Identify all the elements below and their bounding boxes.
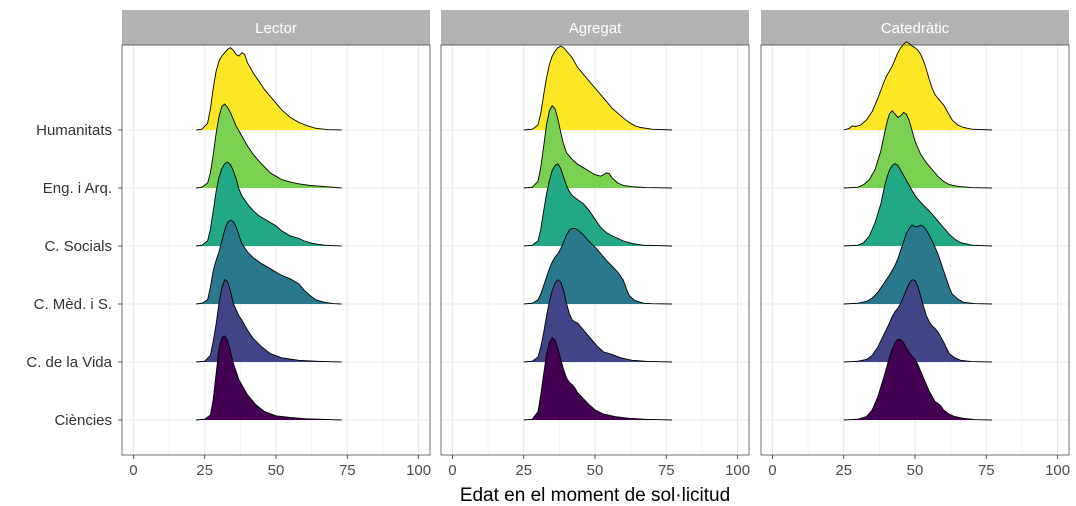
density-ridge-outline (196, 103, 342, 189)
density-ridge-outline (843, 41, 993, 131)
x-tick-label: 100 (725, 462, 750, 479)
x-tick-label: 50 (587, 462, 604, 479)
facet-title: Catedràtic (881, 20, 950, 37)
density-ridge-fill (523, 46, 672, 130)
density-ridge-outline (843, 224, 993, 305)
density-ridge-fill (843, 163, 992, 246)
density-ridge-outline (843, 279, 993, 363)
density-ridge-outline (843, 163, 993, 247)
x-tick-label: 25 (196, 462, 213, 479)
density-ridge-fill (196, 47, 342, 131)
density-ridge-outline (523, 279, 673, 363)
density-ridge-fill (843, 41, 992, 130)
density-ridge-fill (523, 105, 672, 188)
y-tick-label: C. de la Vida (26, 354, 112, 371)
density-ridge-outline (523, 227, 673, 305)
y-tick-label: Eng. i Arq. (43, 180, 112, 197)
y-tick-label: Humanitats (36, 122, 112, 139)
x-tick-label: 25 (515, 462, 532, 479)
density-ridge-outline (523, 163, 673, 247)
x-tick-label: 50 (268, 462, 285, 479)
x-tick-label: 100 (1045, 462, 1070, 479)
density-ridge-outline (196, 279, 342, 363)
x-tick-label: 0 (768, 462, 776, 479)
density-ridge-fill (196, 104, 342, 188)
density-ridge-outline (523, 336, 673, 421)
density-ridge-outline (523, 104, 673, 189)
density-ridge-fill (523, 163, 672, 246)
density-ridge-outline (843, 338, 993, 421)
density-ridge-fill (523, 337, 672, 420)
density-ridge-fill (843, 339, 992, 420)
density-ridge-outline (196, 161, 342, 247)
density-ridge-outline (196, 335, 342, 421)
density-ridge-fill (196, 220, 342, 304)
x-tick-label: 0 (448, 462, 456, 479)
x-tick-label: 100 (406, 462, 431, 479)
facet-strip (761, 10, 1069, 45)
density-ridge-fill (843, 225, 992, 304)
facet-title: Lector (255, 20, 297, 37)
y-tick-label: C. Socials (44, 238, 112, 255)
density-ridge-fill (196, 336, 342, 420)
density-ridge-outline (196, 47, 342, 131)
x-tick-label: 50 (907, 462, 924, 479)
x-tick-label: 25 (835, 462, 852, 479)
density-ridge-outline (843, 109, 993, 189)
facet-panel-0: Lector 0 25 50 75 100 (121, 10, 431, 479)
x-tick-label: 0 (129, 462, 137, 479)
facet-strip (122, 10, 430, 45)
y-tick-label: Ciències (54, 412, 112, 429)
facet-strip (441, 10, 749, 45)
density-ridge-fill (523, 279, 672, 362)
x-tick-label: 75 (339, 462, 356, 479)
density-ridge-outline (196, 219, 342, 305)
facet-panel-2: Catedràtic 0 25 50 75 100 (760, 10, 1070, 479)
facet-panel-1: Agregat 0 25 50 75 100 (440, 10, 750, 479)
category-labels: Ciències C. de la Vida C. Mèd. i S. C. Soci… (26, 122, 122, 429)
y-tick-label: C. Mèd. i S. (34, 296, 112, 313)
x-axis-title: Edat en el moment de sol·licitud (460, 485, 730, 506)
x-tick-label: 75 (978, 462, 995, 479)
x-tick-label: 75 (658, 462, 675, 479)
density-ridge-outline (523, 45, 673, 131)
density-ridge-fill (843, 110, 992, 188)
facet-title: Agregat (569, 20, 622, 37)
